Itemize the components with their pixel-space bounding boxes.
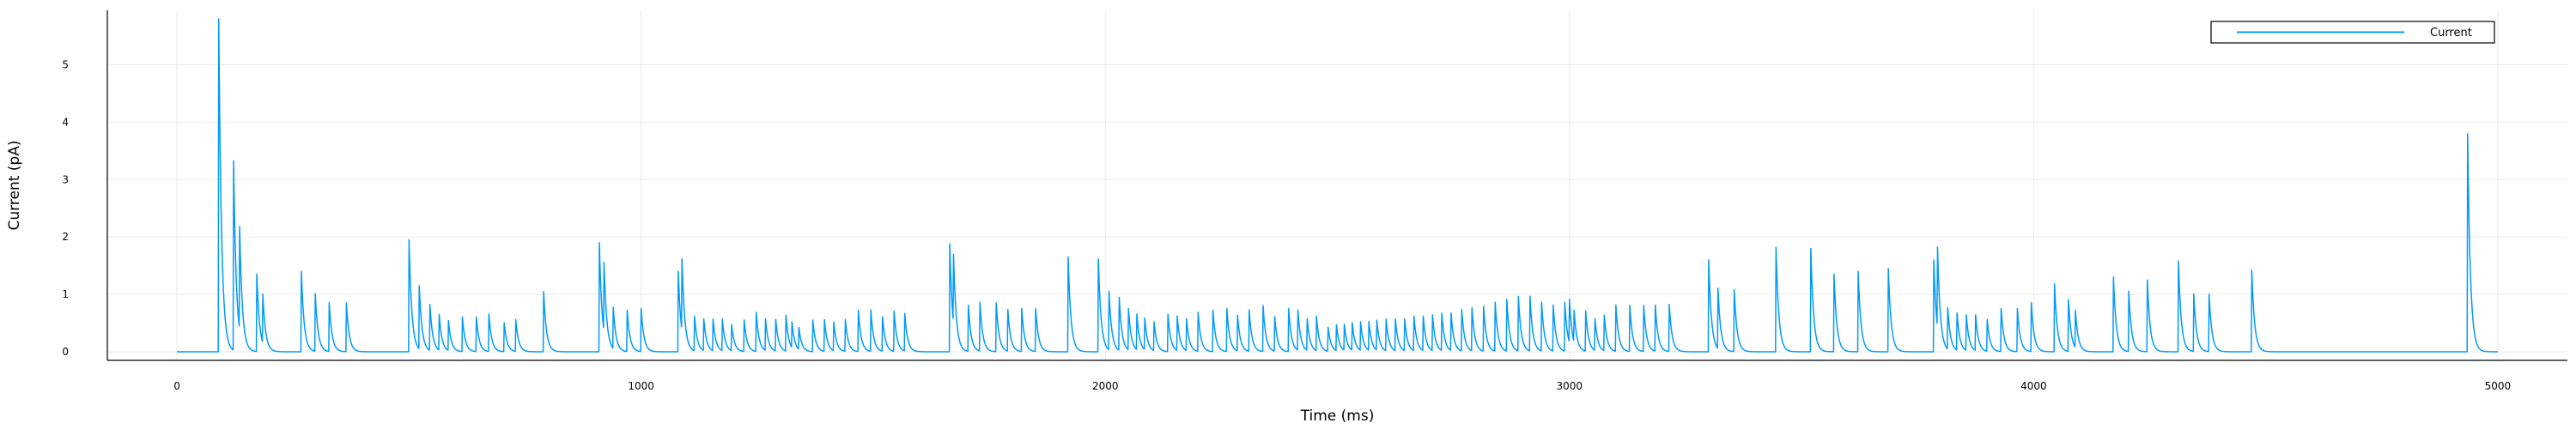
x-tick-label: 2000 bbox=[1092, 380, 1119, 392]
x-tick-label: 5000 bbox=[2485, 380, 2512, 392]
legend-entry-current: Current bbox=[2430, 27, 2472, 39]
x-tick-labels: 0 1000 2000 3000 4000 5000 bbox=[173, 380, 2511, 392]
y-tick-label: 4 bbox=[62, 116, 69, 128]
y-tick-label: 1 bbox=[62, 288, 69, 300]
legend: Current bbox=[2210, 21, 2495, 44]
plot-area bbox=[176, 18, 2499, 353]
y-tick-labels: 0 1 2 3 4 5 bbox=[62, 59, 69, 358]
y-tick-label: 2 bbox=[62, 231, 69, 243]
y-tick-label: 5 bbox=[62, 59, 69, 71]
y-tick-label: 3 bbox=[62, 173, 69, 185]
x-tick-label: 3000 bbox=[1557, 380, 1583, 392]
x-axis-title: Time (ms) bbox=[1300, 408, 1375, 425]
x-tick-label: 0 bbox=[173, 380, 180, 392]
y-axis-title: Current (pA) bbox=[6, 141, 23, 231]
series-line-current bbox=[176, 18, 2499, 353]
axes bbox=[106, 10, 2567, 361]
x-tick-label: 4000 bbox=[2020, 380, 2047, 392]
y-tick-label: 0 bbox=[62, 346, 69, 358]
x-tick-label: 1000 bbox=[628, 380, 654, 392]
grid bbox=[107, 10, 2567, 360]
